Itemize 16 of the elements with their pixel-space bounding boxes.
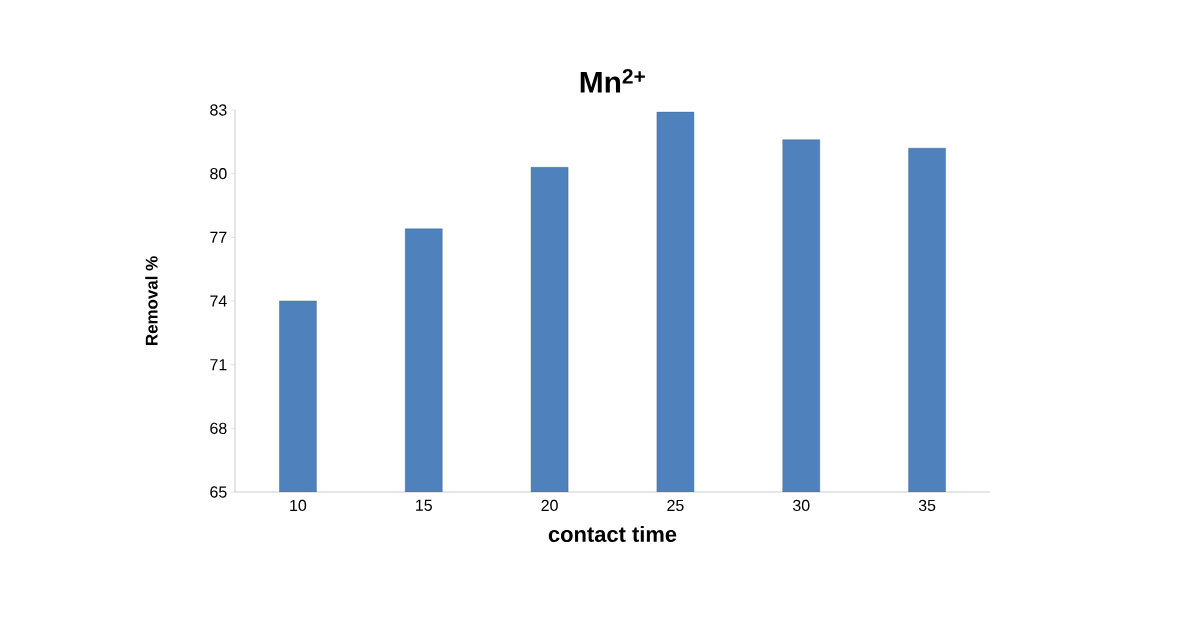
x-tick-label: 10 (290, 499, 307, 512)
x-axis-title: contact time (548, 525, 677, 542)
x-tick-label: 35 (918, 499, 936, 512)
x-tick-label: 20 (541, 499, 558, 512)
y-tick-label: 71 (210, 359, 227, 371)
chart-title: Mn$^{2+}$ (580, 68, 645, 93)
x-tick-label: 30 (793, 499, 810, 512)
y-tick-label: 74 (210, 295, 227, 307)
y-tick-label: 83 (210, 104, 227, 116)
x-tick-label: 25 (667, 499, 684, 512)
y-tick-label: 77 (210, 231, 227, 243)
y-tick-label: 68 (210, 422, 227, 434)
x-tick-label: 15 (416, 499, 432, 511)
y-axis-title: Removal % (145, 256, 158, 346)
y-tick-label: 80 (210, 168, 227, 180)
y-tick-label: 65 (210, 486, 227, 498)
